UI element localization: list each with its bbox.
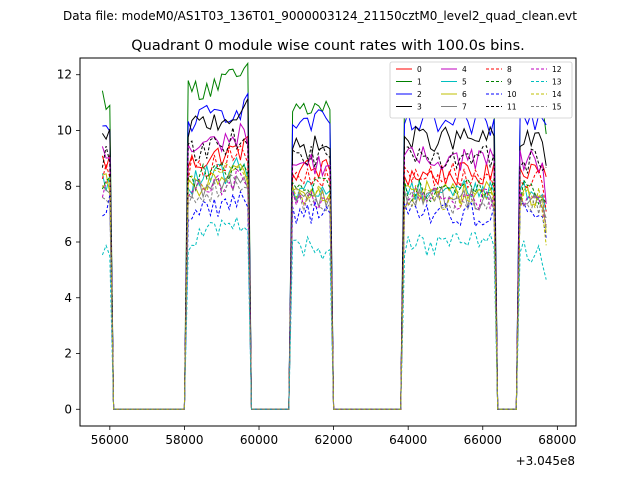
legend-label-6: 6 (462, 90, 467, 99)
legend-label-2: 2 (417, 90, 422, 99)
y-tick-label: 0 (64, 402, 72, 416)
y-tick-label: 10 (57, 123, 72, 137)
legend-label-12: 12 (552, 65, 562, 74)
legend-label-5: 5 (462, 78, 467, 87)
legend-label-1: 1 (417, 78, 422, 87)
series-line-9 (101, 160, 547, 410)
legend-label-15: 15 (552, 103, 562, 112)
y-tick-label: 12 (57, 68, 72, 82)
legend-label-7: 7 (462, 103, 467, 112)
x-tick-label: 58000 (165, 433, 203, 447)
legend-label-13: 13 (552, 78, 562, 87)
legend-label-14: 14 (552, 90, 562, 99)
x-tick-label: 64000 (389, 433, 427, 447)
legend-label-10: 10 (507, 90, 517, 99)
x-tick-label: 62000 (315, 433, 353, 447)
legend-label-3: 3 (417, 103, 422, 112)
legend-label-8: 8 (507, 65, 512, 74)
legend-frame (389, 61, 573, 119)
figure-suptitle: Data file: modeM0/AS1T03_136T01_90000031… (63, 9, 577, 23)
y-axis: 0 2 4 6 8 10 12 (57, 68, 80, 416)
y-tick-label: 8 (64, 179, 72, 193)
y-tick-label: 2 (64, 347, 72, 361)
y-tick-label: 4 (64, 291, 72, 305)
x-axis: 56000 58000 60000 62000 64000 66000 68000 (91, 426, 576, 447)
series-line-15 (102, 173, 547, 410)
chart-title: Quadrant 0 module wise count rates with … (131, 38, 525, 54)
y-tick-label: 6 (64, 235, 72, 249)
series-layer (101, 61, 547, 410)
x-tick-label: 66000 (464, 433, 502, 447)
legend-label-11: 11 (507, 103, 517, 112)
plot-area (79, 57, 577, 427)
legend-label-4: 4 (462, 65, 467, 74)
x-offset-label: +3.045e8 (516, 454, 575, 468)
x-tick-label: 56000 (91, 433, 129, 447)
legend-label-0: 0 (417, 65, 422, 74)
x-tick-label: 68000 (538, 433, 576, 447)
x-tick-label: 60000 (240, 433, 278, 447)
plot-frame (80, 58, 576, 426)
legend-label-9: 9 (507, 78, 512, 87)
